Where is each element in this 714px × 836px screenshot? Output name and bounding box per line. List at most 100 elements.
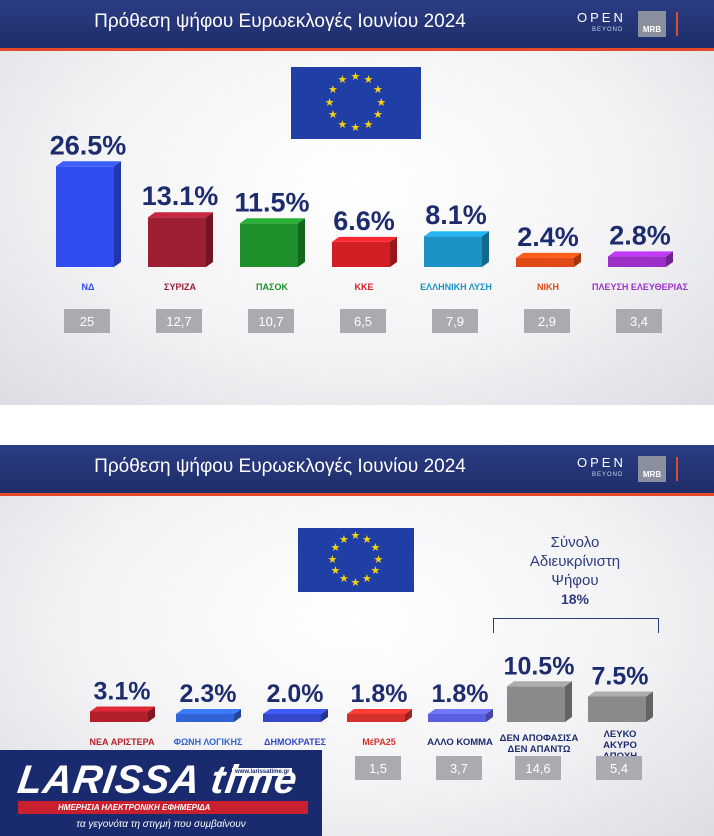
value-box-label: 3,4 (630, 314, 648, 329)
flag-star-icon: ★ (350, 576, 361, 589)
bar-top (148, 212, 213, 218)
bar-value-label: 10.5% (504, 652, 575, 680)
value-box (156, 309, 202, 333)
bar-value-label: 11.5% (234, 187, 309, 217)
undecided-total-label: Σύνολο Αδιευκρίνιστη Ψήφου 18% (490, 533, 660, 609)
party-label: ΕΛΛΗΝΙΚΗ ΛΥΣΗ (420, 282, 492, 292)
logo-strip: ΗΜΕΡΗΣΙΑ ΗΛΕΚΤΡΟΝΙΚΗ ΕΦΗΜΕΡΙΔΑ (18, 801, 308, 814)
bar-side (574, 252, 581, 267)
party-label: ΝΔ (82, 282, 95, 292)
bar-value-label: 26.5% (50, 130, 127, 160)
flag-star-icon: ★ (350, 530, 361, 543)
value-box-label: 3,7 (450, 761, 468, 776)
eu-flag-icon: ★ ★ ★ ★ ★ ★ ★ ★ ★ ★ ★ ★ (291, 67, 421, 139)
undecided-line1: Σύνολο (550, 534, 600, 551)
party-label: ΚΚΕ (354, 282, 373, 292)
bar-side (148, 706, 155, 722)
flag-star-icon: ★ (338, 573, 349, 586)
bar (240, 223, 298, 267)
flag-star-icon: ★ (363, 118, 374, 131)
bar (428, 714, 486, 722)
bar (608, 256, 666, 267)
party-label: ΝΕΑ ΑΡΙΣΤΕΡΑ (90, 737, 155, 747)
bar-top (347, 709, 412, 714)
value-box (64, 309, 110, 333)
value-box (340, 309, 386, 333)
flag-star-icon: ★ (330, 565, 341, 578)
party-label: ΠΑΣΟΚ (256, 282, 288, 292)
bar-top (516, 252, 581, 258)
flag-star-icon: ★ (376, 96, 387, 109)
value-box (616, 309, 662, 333)
bar-value-label: 2.3% (180, 680, 237, 708)
bar-top (424, 231, 489, 237)
bar (507, 686, 565, 722)
bar-side (234, 709, 241, 722)
flag-star-icon: ★ (328, 109, 338, 122)
party-label: ΦΩΝΗ ΛΟΓΙΚΗΣ (174, 737, 243, 747)
logo-tagline: τα γεγονότα τη στιγμή που συμβαίνουν (76, 819, 246, 830)
mrb-logo: MRB (638, 456, 666, 482)
bar-top (332, 236, 397, 242)
logo-wordmark: LARISSA time (14, 758, 301, 802)
bar-side (298, 218, 305, 267)
value-box-label: 6,5 (354, 314, 372, 329)
bar (56, 166, 114, 267)
bar-top (428, 709, 493, 714)
bar-top (507, 681, 572, 687)
undecided-bracket (493, 618, 659, 633)
value-box-label: 10,7 (258, 314, 283, 329)
flag-star-icon: ★ (362, 533, 372, 546)
bar-value-label: 6.6% (333, 206, 395, 236)
bar-side (321, 709, 328, 722)
bar (90, 711, 148, 722)
flag-star-icon: ★ (370, 565, 381, 578)
beyond-label: BEYOND (592, 472, 624, 478)
value-box (524, 309, 570, 333)
bar-top (90, 706, 155, 712)
party-label: ΑΚΥΡΟ (603, 740, 637, 751)
bar-value-label: 2.4% (517, 222, 579, 252)
flag-star-icon: ★ (337, 118, 348, 131)
open-logo: OPEN (577, 10, 626, 25)
bar (148, 217, 206, 267)
party-label: ΔΗΜΟΚΡΑΤΕΣ (264, 737, 327, 747)
bar-side (482, 231, 489, 267)
flag-star-icon: ★ (373, 553, 384, 566)
bar-value-label: 3.1% (94, 677, 151, 705)
flag-star-icon: ★ (350, 70, 361, 83)
bar (347, 714, 405, 722)
header-bar: Πρόθεση ψήφου Ευρωεκλογές Ιουνίου 2024 O… (0, 0, 714, 51)
header-divider (676, 457, 678, 481)
party-label: ΜέΡΑ25 (362, 737, 395, 747)
value-box (596, 756, 642, 780)
value-box-label: 2,9 (538, 314, 556, 329)
value-box-label: 14,6 (525, 761, 550, 776)
undecided-line3: Ψήφου (551, 572, 599, 589)
bar-value-label: 8.1% (425, 200, 487, 230)
bar (332, 241, 390, 267)
flag-star-icon: ★ (338, 533, 349, 546)
bar-top (588, 691, 653, 697)
value-box (248, 309, 294, 333)
bar-value-label: 1.8% (351, 680, 408, 708)
value-box-label: 12,7 (166, 314, 191, 329)
bar (424, 236, 482, 267)
value-box-label: 1,5 (369, 761, 387, 776)
party-label: ΠΛΕΥΣΗ ΕΛΕΥΘΕΡΙΑΣ (592, 282, 689, 292)
bar-side (486, 709, 493, 722)
header-divider (676, 12, 678, 36)
party-label: ΑΛΛΟ ΚΟΜΜΑ (427, 737, 493, 748)
header-bar: Πρόθεση ψήφου Ευρωεκλογές Ιουνίου 2024 O… (0, 445, 714, 496)
bar (176, 714, 234, 722)
bar-value-label: 2.8% (609, 220, 671, 250)
party-label: ΣΥΡΙΖΑ (164, 282, 196, 292)
flag-star-icon: ★ (370, 541, 381, 554)
chart-title: Πρόθεση ψήφου Ευρωεκλογές Ιουνίου 2024 (94, 456, 466, 477)
bar-side (114, 161, 121, 267)
value-box (432, 309, 478, 333)
bar-value-label: 1.8% (432, 680, 489, 708)
undecided-total: 18% (560, 591, 590, 607)
value-box (355, 756, 401, 780)
